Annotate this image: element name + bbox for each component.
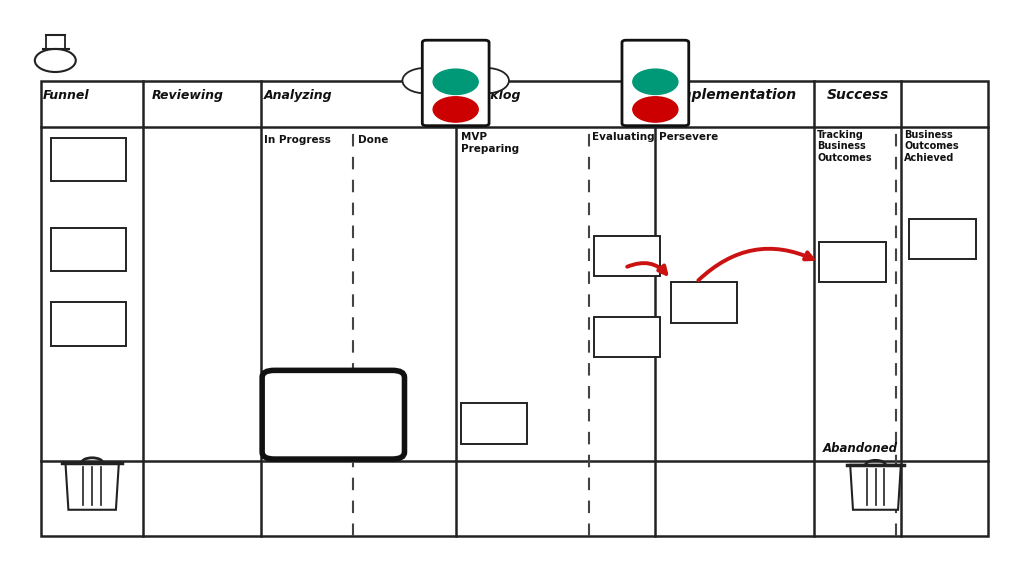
Text: Business
Outcomes
Achieved: Business Outcomes Achieved <box>904 130 958 163</box>
Circle shape <box>464 68 509 93</box>
Text: Persevere: Persevere <box>659 132 719 142</box>
FancyArrowPatch shape <box>627 263 667 274</box>
Text: Success: Success <box>827 88 889 102</box>
Bar <box>41 81 988 536</box>
FancyBboxPatch shape <box>422 40 489 126</box>
Text: Backlog: Backlog <box>466 89 521 101</box>
Text: Implementation: Implementation <box>673 88 798 102</box>
Bar <box>51 228 126 271</box>
FancyBboxPatch shape <box>262 370 404 459</box>
Bar <box>819 242 886 282</box>
Text: Funnel: Funnel <box>43 89 90 101</box>
Text: Evaluating: Evaluating <box>592 132 654 142</box>
Text: Done: Done <box>358 135 389 145</box>
FancyBboxPatch shape <box>622 40 689 126</box>
Text: Analyzing: Analyzing <box>264 89 333 101</box>
Polygon shape <box>66 463 119 510</box>
Text: Reviewing: Reviewing <box>152 89 223 101</box>
Text: MVP
Preparing: MVP Preparing <box>461 132 519 154</box>
Polygon shape <box>850 465 901 510</box>
Bar <box>909 219 976 259</box>
Bar <box>51 138 126 181</box>
Circle shape <box>633 69 678 94</box>
Text: In Progress: In Progress <box>264 135 331 145</box>
Circle shape <box>633 97 678 122</box>
Circle shape <box>433 58 478 83</box>
Text: P: P <box>322 398 345 431</box>
Circle shape <box>402 68 447 93</box>
Circle shape <box>433 69 478 94</box>
Text: Abandoned: Abandoned <box>822 442 898 455</box>
Bar <box>594 317 660 357</box>
Bar <box>594 236 660 276</box>
Circle shape <box>433 97 478 122</box>
Bar <box>51 302 126 346</box>
FancyArrowPatch shape <box>698 249 813 281</box>
Circle shape <box>35 49 76 72</box>
Text: Tracking
Business
Outcomes: Tracking Business Outcomes <box>817 130 871 163</box>
Bar <box>671 282 737 323</box>
Bar <box>461 403 527 444</box>
